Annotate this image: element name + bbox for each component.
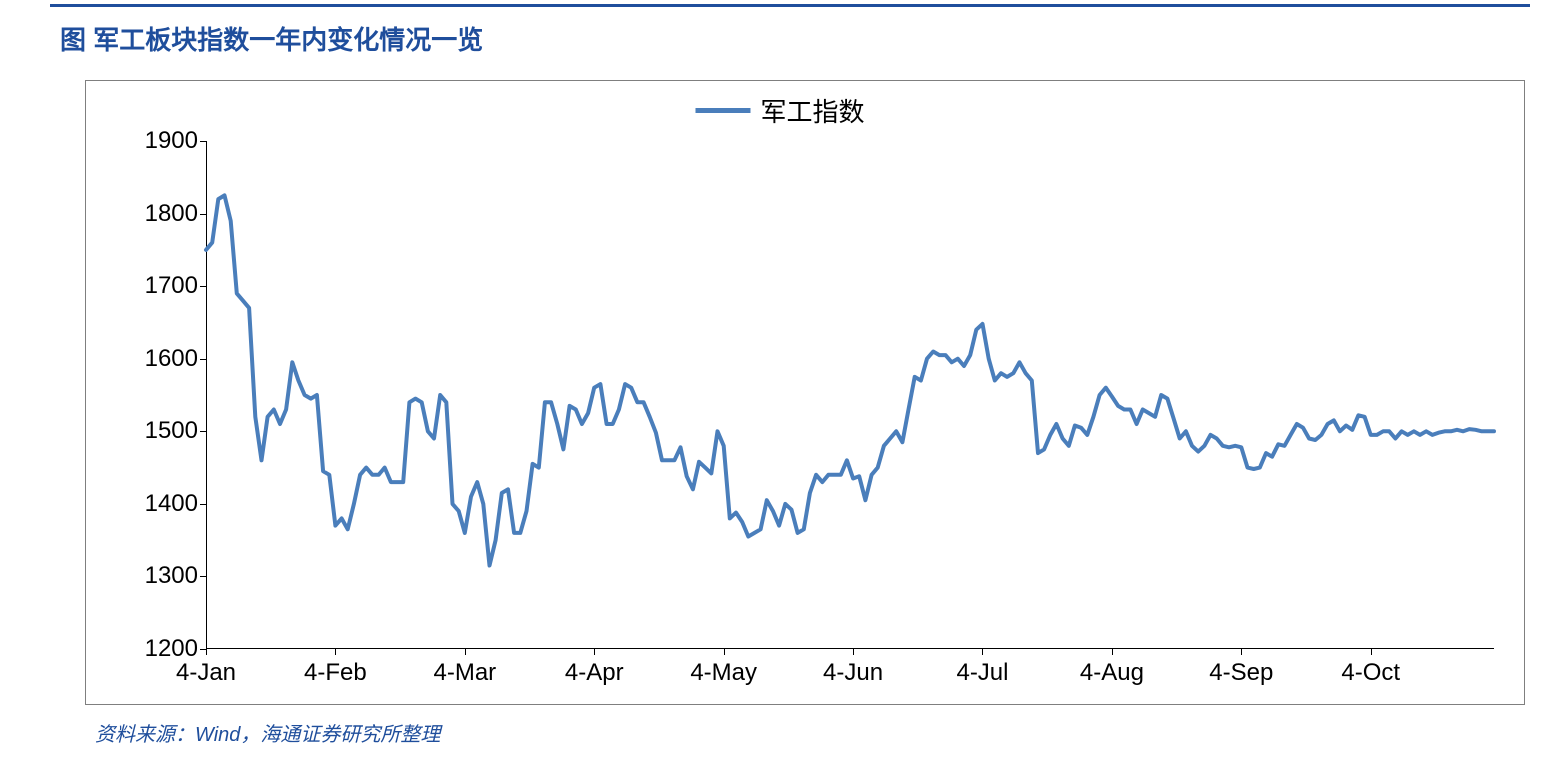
x-tick-label: 4-Jan bbox=[176, 659, 236, 687]
legend-label: 军工指数 bbox=[760, 92, 864, 129]
x-tick-label: 4-Jun bbox=[823, 659, 883, 687]
y-tick-label: 1400 bbox=[145, 490, 198, 518]
x-tick-label: 4-Aug bbox=[1080, 659, 1144, 687]
chart-frame: 120013001400150016001700180019004-Jan4-F… bbox=[85, 80, 1525, 705]
y-tick-label: 1900 bbox=[145, 127, 198, 155]
y-tick-label: 1600 bbox=[145, 345, 198, 373]
x-tick-mark bbox=[982, 649, 983, 655]
y-tick-mark bbox=[200, 286, 206, 287]
x-tick-label: 4-Feb bbox=[304, 659, 367, 687]
x-tick-label: 4-Apr bbox=[565, 659, 624, 687]
y-tick-label: 1800 bbox=[145, 200, 198, 228]
legend-swatch bbox=[695, 108, 750, 113]
y-tick-mark bbox=[200, 504, 206, 505]
x-tick-label: 4-May bbox=[690, 659, 757, 687]
x-tick-label: 4-Sep bbox=[1209, 659, 1273, 687]
x-tick-mark bbox=[724, 649, 725, 655]
x-tick-mark bbox=[465, 649, 466, 655]
x-tick-mark bbox=[1371, 649, 1372, 655]
x-tick-label: 4-Jul bbox=[956, 659, 1008, 687]
line-chart-svg bbox=[206, 141, 1494, 649]
plot-area: 120013001400150016001700180019004-Jan4-F… bbox=[206, 141, 1494, 649]
x-tick-mark bbox=[206, 649, 207, 655]
y-tick-label: 1500 bbox=[145, 417, 198, 445]
y-tick-label: 1700 bbox=[145, 272, 198, 300]
series-line bbox=[206, 195, 1494, 565]
x-tick-mark bbox=[1112, 649, 1113, 655]
x-tick-mark bbox=[1241, 649, 1242, 655]
chart-title: 图 军工板块指数一年内变化情况一览 bbox=[60, 20, 483, 57]
x-tick-mark bbox=[335, 649, 336, 655]
legend: 军工指数 bbox=[683, 88, 876, 133]
y-tick-mark bbox=[200, 141, 206, 142]
y-tick-mark bbox=[200, 576, 206, 577]
x-tick-label: 4-Oct bbox=[1341, 659, 1400, 687]
top-rule bbox=[50, 4, 1530, 7]
y-tick-mark bbox=[200, 214, 206, 215]
y-tick-mark bbox=[200, 359, 206, 360]
x-tick-label: 4-Mar bbox=[433, 659, 496, 687]
x-tick-mark bbox=[853, 649, 854, 655]
x-tick-mark bbox=[594, 649, 595, 655]
source-note: 资料来源：Wind，海通证券研究所整理 bbox=[95, 718, 440, 747]
y-tick-label: 1300 bbox=[145, 562, 198, 590]
y-tick-mark bbox=[200, 431, 206, 432]
